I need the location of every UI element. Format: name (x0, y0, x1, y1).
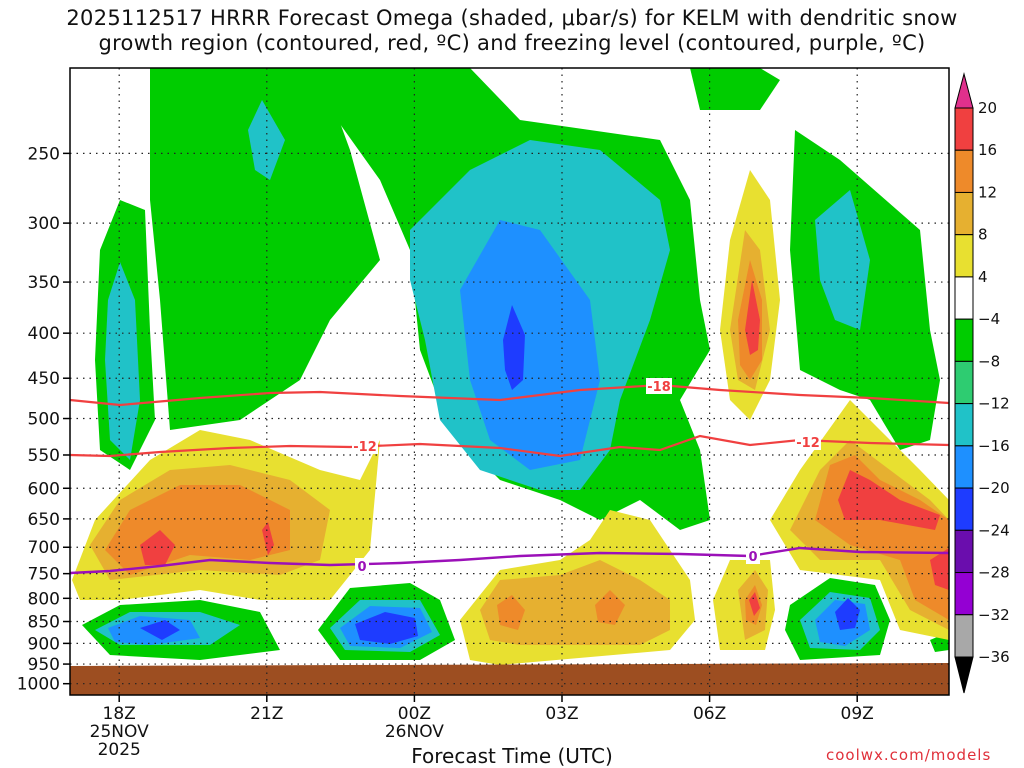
colorbar-label: 16 (978, 141, 997, 159)
contour-minus18 (69, 383, 950, 407)
colorbar-label: 20 (978, 99, 997, 117)
omega-region (480, 560, 670, 645)
y-tick-label: 650 (28, 510, 60, 530)
colorbar-bottom-arrow (954, 656, 974, 694)
contour-label-minus18: -18 (647, 380, 671, 395)
x-tick-label: 21Z (250, 704, 283, 724)
colorbar-label: −24 (978, 521, 1010, 539)
colorbar-swatch (954, 529, 974, 574)
y-tick-label: 450 (28, 369, 60, 389)
colorbar-swatch (954, 403, 974, 447)
y-tick-label: 350 (28, 273, 60, 293)
colorbar-label: −36 (978, 648, 1010, 666)
omega-region (838, 470, 940, 530)
x-tick-sublabel: 2025 (98, 740, 141, 760)
contour-label-bg (355, 558, 369, 574)
chart-title: 2025112517 HRRR Forecast Omega (shaded, … (0, 6, 1024, 56)
colorbar-label: 12 (978, 183, 997, 201)
colorbar-swatch (954, 107, 974, 151)
y-tick-label: 850 (28, 613, 60, 633)
contour-zero (69, 546, 950, 575)
contours (69, 383, 950, 575)
colorbar-swatch (954, 191, 974, 236)
contour-label-bg (646, 378, 672, 394)
grid (70, 68, 949, 695)
y-tick-label: 500 (28, 410, 60, 430)
y-axis: 2503003504004505005506006507007508008509… (17, 144, 70, 695)
y-tick-label: 600 (28, 479, 60, 499)
y-tick-label: 550 (28, 446, 60, 466)
omega-region (140, 530, 175, 565)
colorbar-label: −28 (978, 564, 1010, 582)
colorbar-swatch (954, 149, 974, 193)
y-tick-label: 250 (28, 144, 60, 164)
y-tick-label: 900 (28, 634, 60, 654)
x-axis-label: Forecast Time (UTC) (411, 744, 613, 768)
colorbar-label: −20 (978, 479, 1010, 497)
omega-region (815, 190, 870, 330)
colorbar-swatch (954, 276, 974, 320)
colorbar-label: −8 (978, 352, 1000, 370)
contour-label-minus12: -12 (796, 436, 820, 451)
contour-minus12 (69, 434, 950, 458)
y-tick-label: 800 (28, 589, 60, 609)
contour-label-bg (352, 438, 378, 454)
chart-title-line1: 2025112517 HRRR Forecast Omega (shaded, … (66, 6, 958, 30)
x-tick-label: 00Z (398, 704, 431, 724)
y-tick-label: 700 (28, 538, 60, 558)
x-tick-sublabel: 25NOV (90, 722, 149, 742)
colorbar-label: −4 (978, 310, 1000, 328)
colorbar-swatch (954, 572, 974, 616)
x-tick-label: 06Z (693, 704, 726, 724)
omega-region (355, 612, 418, 644)
colorbar-label: −32 (978, 606, 1010, 624)
contour-label-bg (746, 548, 760, 564)
x-tick-sublabel: 26NOV (385, 722, 444, 742)
y-tick-label: 750 (28, 565, 60, 585)
omega-region (150, 68, 380, 430)
x-tick-label: 03Z (545, 704, 578, 724)
omega-region (749, 592, 760, 616)
colorbar-swatch (954, 487, 974, 531)
omega-region (497, 595, 525, 630)
omega-region (835, 598, 860, 630)
omega-region (140, 620, 180, 640)
colorbar-label: 4 (978, 268, 988, 286)
omega-region (262, 522, 274, 555)
y-tick-label: 950 (28, 655, 60, 675)
omega-region (105, 262, 140, 460)
colorbar-label: −12 (978, 395, 1010, 413)
omega-region (595, 590, 625, 625)
colorbar-label: −16 (978, 437, 1010, 455)
colorbar-swatch (954, 445, 974, 489)
omega-region (690, 68, 780, 110)
y-tick-label: 1000 (17, 675, 60, 695)
omega-region (503, 305, 525, 390)
colorbar-swatch (954, 234, 974, 278)
omega-region (745, 280, 760, 355)
plot-frame (69, 67, 950, 696)
contour-label-zero: 0 (748, 550, 757, 565)
contour-label-bg (795, 434, 821, 450)
y-tick-label: 300 (28, 214, 60, 234)
colorbar: 20 16 12 8 4 −4 −8 −12 −16 −20 −24 −28 −32 −36 (954, 72, 1010, 694)
colorbar-swatch (954, 614, 974, 658)
omega-region (930, 548, 949, 590)
contour-label-minus12: -12 (353, 440, 377, 455)
credit-text: coolwx.com/models (826, 746, 992, 764)
colorbar-top-arrow (954, 72, 974, 109)
plot-area (70, 68, 949, 695)
colorbar-swatch (954, 318, 974, 362)
ground-surface (70, 663, 949, 695)
x-tick-label: 09Z (841, 704, 874, 724)
colorbar-swatch (954, 360, 974, 405)
contour-label-zero: 0 (357, 560, 366, 575)
chart-title-line2: growth region (contoured, red, ºC) and f… (98, 31, 926, 55)
y-tick-label: 400 (28, 324, 60, 344)
colorbar-label: 8 (978, 226, 988, 244)
x-tick-label: 18Z (103, 704, 136, 724)
